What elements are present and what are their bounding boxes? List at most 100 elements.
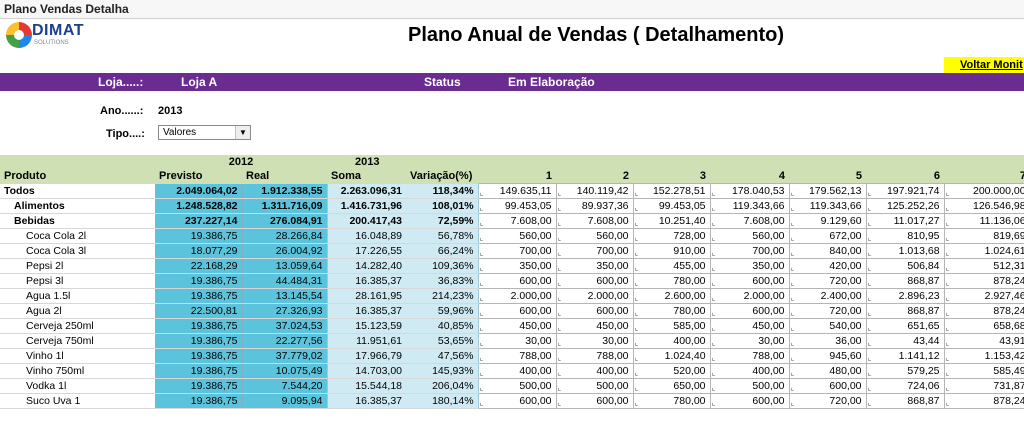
month-1-input[interactable]: 350,00 [477,258,557,274]
product-name[interactable]: Vinho 750ml [0,363,155,379]
month-2-input[interactable]: 560,00 [555,228,634,244]
month-7-input[interactable]: 1.024,61 [943,243,1024,259]
month-5-input[interactable]: 840,00 [788,243,867,259]
table-row[interactable]: Vinho 750ml 19.386,75 10.075,49 14.703,00 14… [0,363,1024,379]
product-name[interactable]: Alimentos [0,198,155,214]
product-name[interactable]: Vinho 1l [0,348,155,364]
month-6-input[interactable]: 1.013,68 [865,243,945,259]
month-4-input[interactable]: 2.000,00 [709,288,790,304]
month-4-input[interactable]: 600,00 [709,303,790,319]
month-4-input[interactable]: 560,00 [709,228,790,244]
month-6-input[interactable]: 197.921,74 [865,183,945,199]
month-6-input[interactable]: 579,25 [865,363,945,379]
month-2-input[interactable]: 788,00 [555,348,634,364]
month-3-input[interactable]: 152.278,51 [632,183,711,199]
month-6-input[interactable]: 125.252,26 [865,198,945,214]
table-row[interactable]: Agua 2l 22.500,81 27.326,93 16.385,37 59,96%… [0,303,1024,319]
month-6-input[interactable]: 810,95 [865,228,945,244]
month-5-input[interactable]: 119.343,66 [788,198,867,214]
month-4-input[interactable]: 178.040,53 [709,183,790,199]
table-row[interactable]: Cerveja 750ml 19.386,75 22.277,56 11.951,61… [0,333,1024,349]
month-5-input[interactable]: 720,00 [788,393,867,409]
month-1-input[interactable]: 600,00 [477,303,557,319]
table-row[interactable]: Coca Cola 3l 18.077,29 26.004,92 17.226,55 6… [0,243,1024,259]
product-name[interactable]: Bebidas [0,213,155,229]
month-7-input[interactable]: 878,24 [943,273,1024,289]
month-4-input[interactable]: 450,00 [709,318,790,334]
type-select[interactable]: Valores ▼ [158,125,251,140]
month-3-input[interactable]: 1.024,40 [632,348,711,364]
table-row[interactable]: Coca Cola 2l 19.386,75 28.266,84 16.048,89 5… [0,228,1024,244]
month-2-input[interactable]: 140.119,42 [555,183,634,199]
product-name[interactable]: Cerveja 750ml [0,333,155,349]
month-3-input[interactable]: 10.251,40 [632,213,711,229]
month-7-input[interactable]: 1.153,42 [943,348,1024,364]
month-7-input[interactable]: 200.000,00 [943,183,1024,199]
month-7-input[interactable]: 512,31 [943,258,1024,274]
month-5-input[interactable]: 720,00 [788,273,867,289]
month-1-input[interactable]: 400,00 [477,363,557,379]
month-4-input[interactable]: 119.343,66 [709,198,790,214]
month-5-input[interactable]: 720,00 [788,303,867,319]
product-name[interactable]: Coca Cola 3l [0,243,155,259]
product-name[interactable]: Suco Uva 1 [0,393,155,409]
month-7-input[interactable]: 126.546,98 [943,198,1024,214]
table-row[interactable]: Bebidas 237.227,14 276.084,91 200.417,43 72,… [0,213,1024,229]
month-3-input[interactable]: 728,00 [632,228,711,244]
month-5-input[interactable]: 600,00 [788,378,867,394]
table-row[interactable]: Agua 1.5l 19.386,75 13.145,54 28.161,95 214,… [0,288,1024,304]
month-1-input[interactable]: 450,00 [477,318,557,334]
table-row[interactable]: Pepsi 2l 22.168,29 13.059,64 14.282,40 109,3… [0,258,1024,274]
table-row[interactable]: Vodka 1l 19.386,75 7.544,20 15.544,18 206,04… [0,378,1024,394]
month-1-input[interactable]: 600,00 [477,393,557,409]
month-7-input[interactable]: 731,87 [943,378,1024,394]
month-1-input[interactable]: 99.453,05 [477,198,557,214]
month-7-input[interactable]: 585,49 [943,363,1024,379]
month-5-input[interactable]: 945,60 [788,348,867,364]
month-4-input[interactable]: 788,00 [709,348,790,364]
month-5-input[interactable]: 179.562,13 [788,183,867,199]
month-2-input[interactable]: 450,00 [555,318,634,334]
month-6-input[interactable]: 506,84 [865,258,945,274]
month-5-input[interactable]: 540,00 [788,318,867,334]
month-2-input[interactable]: 400,00 [555,363,634,379]
table-row[interactable]: Vinho 1l 19.386,75 37.779,02 17.966,79 47,56… [0,348,1024,364]
month-7-input[interactable]: 878,24 [943,303,1024,319]
month-3-input[interactable]: 585,00 [632,318,711,334]
month-7-input[interactable]: 658,68 [943,318,1024,334]
month-5-input[interactable]: 480,00 [788,363,867,379]
month-3-input[interactable]: 2.600,00 [632,288,711,304]
month-4-input[interactable]: 7.608,00 [709,213,790,229]
chevron-down-icon[interactable]: ▼ [235,126,250,139]
product-name[interactable]: Todos [0,183,155,199]
month-6-input[interactable]: 651,65 [865,318,945,334]
month-5-input[interactable]: 420,00 [788,258,867,274]
month-3-input[interactable]: 780,00 [632,393,711,409]
month-2-input[interactable]: 89.937,36 [555,198,634,214]
month-3-input[interactable]: 400,00 [632,333,711,349]
month-4-input[interactable]: 400,00 [709,363,790,379]
table-row[interactable]: Pepsi 3l 19.386,75 44.484,31 16.385,37 36,83… [0,273,1024,289]
month-3-input[interactable]: 650,00 [632,378,711,394]
month-6-input[interactable]: 2.896,23 [865,288,945,304]
month-5-input[interactable]: 672,00 [788,228,867,244]
month-4-input[interactable]: 30,00 [709,333,790,349]
month-1-input[interactable]: 500,00 [477,378,557,394]
table-row[interactable]: Todos 2.049.064,02 1.912.338,55 2.263.096,3… [0,183,1024,199]
month-2-input[interactable]: 30,00 [555,333,634,349]
month-4-input[interactable]: 600,00 [709,273,790,289]
table-row[interactable]: Suco Uva 1 19.386,75 9.095,94 16.385,37 180,… [0,393,1024,409]
month-1-input[interactable]: 700,00 [477,243,557,259]
month-4-input[interactable]: 350,00 [709,258,790,274]
month-1-input[interactable]: 2.000,00 [477,288,557,304]
month-3-input[interactable]: 455,00 [632,258,711,274]
month-6-input[interactable]: 11.017,27 [865,213,945,229]
month-2-input[interactable]: 600,00 [555,393,634,409]
month-3-input[interactable]: 99.453,05 [632,198,711,214]
month-1-input[interactable]: 30,00 [477,333,557,349]
month-2-input[interactable]: 2.000,00 [555,288,634,304]
month-4-input[interactable]: 500,00 [709,378,790,394]
month-2-input[interactable]: 600,00 [555,303,634,319]
month-6-input[interactable]: 868,87 [865,303,945,319]
month-2-input[interactable]: 7.608,00 [555,213,634,229]
